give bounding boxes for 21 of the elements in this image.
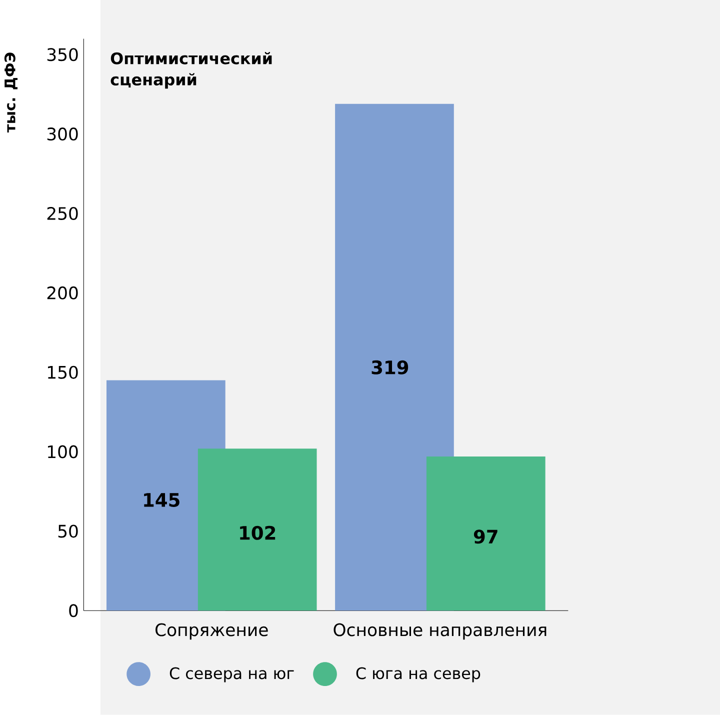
data-label: 102 xyxy=(240,526,276,540)
text: Оптимистический сценарий xyxy=(110,52,272,89)
y-tick-label: 150 xyxy=(48,366,78,379)
y-tick-label: 350 xyxy=(47,48,78,62)
data-label: 97 xyxy=(474,530,498,544)
legend-label: С юга на север xyxy=(356,667,480,682)
x-tick-label: Сопряжение xyxy=(156,623,268,640)
y-tick-label: 200 xyxy=(47,286,78,300)
bar xyxy=(426,456,546,611)
y-tick-label: 100 xyxy=(48,445,78,458)
y-tick-label: 250 xyxy=(47,207,78,220)
data-label: 145 xyxy=(144,493,180,508)
legend-label: С севера на юг xyxy=(170,667,294,682)
y-tick-label: 300 xyxy=(47,128,78,141)
data-label: 319 xyxy=(372,360,408,374)
bar xyxy=(198,448,317,611)
y-axis-title: тыс. ДФЭ xyxy=(4,52,18,133)
y-tick-label: 0 xyxy=(69,604,78,618)
y-tick-label: 50 xyxy=(58,524,78,538)
bar xyxy=(335,104,454,611)
x-tick-label: Основные направления xyxy=(334,623,546,640)
